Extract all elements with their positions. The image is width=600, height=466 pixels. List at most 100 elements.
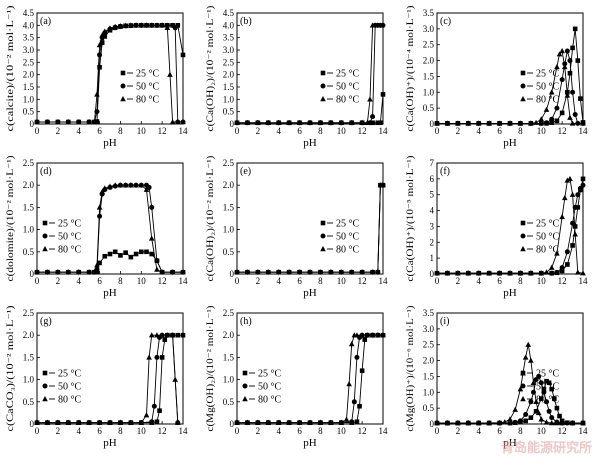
legend-marker — [320, 70, 326, 76]
legend-label: 80 °C — [336, 245, 359, 256]
data-point — [580, 182, 586, 188]
data-point — [99, 40, 105, 45]
x-tick-label: 12 — [558, 276, 567, 286]
data-point — [148, 22, 155, 28]
x-tick-label: 8 — [118, 276, 123, 286]
data-point — [34, 419, 40, 425]
data-point — [255, 119, 261, 125]
data-point — [234, 419, 240, 425]
legend-label: 50 °C — [58, 382, 81, 393]
data-point — [549, 120, 555, 126]
data-point — [338, 119, 345, 125]
x-tick-label: 6 — [297, 276, 302, 286]
data-point — [154, 354, 160, 360]
data-point — [575, 58, 581, 63]
y-axis-label: c(Ca(OH)⁺)/(10⁻⁵ mol·L⁻¹) — [405, 156, 415, 282]
y-tick-label: 1.0 — [223, 94, 235, 104]
data-point — [561, 194, 568, 201]
data-point — [157, 408, 162, 413]
x-tick-label: 6 — [497, 126, 502, 136]
x-tick-label: 0 — [435, 126, 440, 136]
x-tick-label: 12 — [158, 426, 167, 436]
legend-marker — [42, 220, 48, 226]
x-tick-label: 4 — [276, 426, 281, 436]
data-point — [507, 120, 513, 126]
plot-frame — [36, 162, 184, 275]
y-tick-label: 3.5 — [223, 33, 235, 43]
y-tick-label: 2.0 — [23, 330, 35, 340]
y-tick-label: 0.5 — [23, 107, 35, 117]
y-tick-label: 4.5 — [223, 8, 235, 18]
legend-label: 25 °C — [536, 369, 559, 380]
data-point — [475, 120, 482, 126]
data-point — [117, 419, 124, 425]
data-point — [557, 413, 562, 419]
data-point — [328, 419, 334, 425]
data-point — [374, 332, 381, 338]
y-tick-label: 1.5 — [23, 352, 35, 362]
data-point — [317, 119, 324, 125]
y-tick-label: 0.5 — [423, 403, 435, 413]
legend-marker — [42, 233, 48, 239]
y-tick-label: 2.5 — [23, 57, 35, 67]
data-point — [296, 419, 303, 425]
panel-label: (f) — [440, 166, 450, 177]
data-point — [564, 48, 570, 54]
legend-label: 25 °C — [536, 69, 559, 80]
data-point — [359, 368, 365, 374]
data-point — [97, 52, 103, 58]
x-tick-label: 12 — [558, 426, 567, 436]
data-point — [138, 22, 145, 28]
x-tick-label: 12 — [358, 426, 367, 436]
x-tick-label: 6 — [97, 426, 102, 436]
data-point — [569, 120, 576, 126]
data-point — [364, 332, 371, 338]
data-point — [496, 419, 503, 425]
x-tick-label: 14 — [179, 426, 189, 436]
panel-h: 0 2 4 6 8 10 12 14 0 0.5 1.0 1.5 2.0 2.5 pH c(Mg(OH)₂)/… — [205, 306, 388, 450]
series-line-2 — [437, 178, 584, 274]
legend-label: 25 °C — [58, 369, 81, 380]
legend-label: 25 °C — [136, 69, 159, 80]
y-tick-label: 1.5 — [223, 82, 235, 92]
data-point — [172, 25, 178, 31]
legend-marker — [520, 96, 526, 102]
data-point — [169, 332, 176, 338]
y-tick-label: 3 — [430, 221, 435, 231]
x-tick-label: 14 — [379, 426, 389, 436]
y-tick-label: 2.5 — [423, 340, 435, 350]
data-point — [561, 63, 568, 70]
x-tick-label: 2 — [256, 426, 261, 436]
data-point — [286, 269, 292, 275]
data-point — [554, 250, 560, 256]
series-line-1 — [37, 24, 183, 123]
y-tick-label: 5 — [430, 190, 435, 200]
data-point — [559, 110, 565, 116]
legend-label: 80 °C — [536, 95, 559, 106]
data-point — [377, 22, 384, 28]
data-point — [123, 250, 128, 255]
data-point — [444, 270, 451, 276]
data-point — [541, 386, 547, 392]
data-point — [112, 23, 119, 30]
data-point — [367, 96, 373, 102]
data-point — [143, 412, 150, 418]
data-point — [164, 24, 171, 30]
data-point — [578, 96, 583, 101]
series-line-1 — [237, 24, 383, 124]
data-point — [99, 188, 105, 195]
data-point — [107, 419, 113, 425]
data-point — [164, 332, 171, 338]
x-tick-label: 0 — [35, 126, 40, 136]
data-point — [354, 332, 360, 338]
data-point — [364, 119, 371, 125]
data-point — [380, 182, 386, 188]
y-tick-label: 0.5 — [223, 107, 235, 117]
legend-label: 80 °C — [58, 395, 81, 406]
x-tick-label: 4 — [276, 126, 281, 136]
data-point — [549, 386, 555, 392]
data-point — [65, 269, 72, 275]
data-point — [159, 355, 165, 360]
y-tick-label: 0.5 — [423, 103, 435, 113]
data-point — [351, 399, 357, 405]
